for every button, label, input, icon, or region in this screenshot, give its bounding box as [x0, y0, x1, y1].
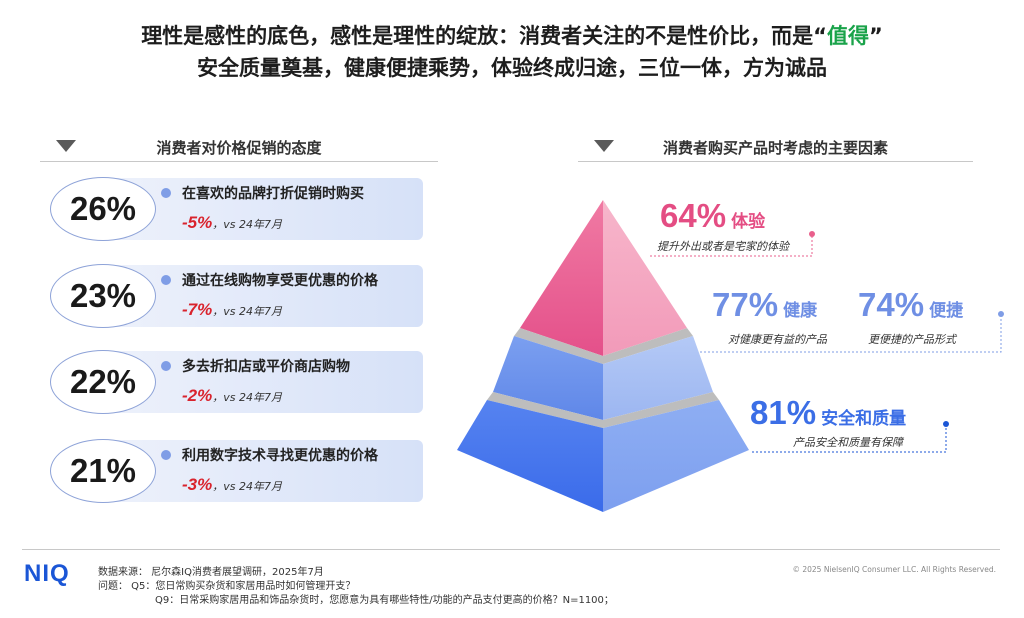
row-change: -3%，vs 24年7月: [182, 475, 282, 494]
list-item: 26% 在喜欢的品牌打折促销时购买 -5%，vs 24年7月: [50, 177, 423, 243]
row-label: 通过在线购物享受更优惠的价格: [182, 273, 378, 289]
list-item: 22% 多去折扣店或平价商店购物 -2%，vs 24年7月: [50, 350, 423, 416]
factor-label-experience: 64% 体验: [660, 197, 765, 235]
promo-attitude-title: 消费者对价格促销的态度: [156, 139, 322, 157]
triangle-down-icon: [56, 140, 76, 152]
pyramid-bottom-left-face: [457, 400, 603, 512]
row-change: -5%，vs 24年7月: [182, 213, 282, 232]
title-highlight: 值得: [827, 24, 869, 48]
niq-logo: NIQ: [24, 560, 70, 587]
percent-pill: 23%: [50, 264, 156, 328]
pyramid-top-left-face: [520, 200, 603, 356]
leader-dot-icon: [809, 231, 815, 237]
leader-line-experience: [650, 234, 813, 257]
percent-value: 21%: [69, 452, 137, 489]
bullet-dot-icon: [161, 361, 171, 371]
factor-desc-experience: 提升外出或者是宅家的体验: [657, 240, 789, 253]
factor-value: 77%: [712, 286, 779, 323]
factor-label-convenience: 74% 便捷: [858, 286, 963, 324]
bullet-dot-icon: [161, 275, 171, 285]
list-item: 23% 通过在线购物享受更优惠的价格 -7%，vs 24年7月: [50, 264, 423, 330]
purchase-factors-header: 消费者购买产品时考虑的主要因素: [578, 134, 973, 162]
change-value: -2%: [182, 386, 213, 405]
footer-question-q5: 问题： Q5：您日常购买杂货和家居用品时如何管理开支？: [98, 581, 356, 592]
footer-source: 数据来源： 尼尔森IQ消费者展望调研，2025年7月: [98, 567, 324, 578]
factor-name: 便捷: [929, 301, 964, 321]
factor-value: 74%: [858, 286, 925, 323]
percent-value: 22%: [69, 363, 137, 400]
percent-pill: 22%: [50, 350, 156, 414]
factor-name: 体验: [731, 212, 766, 232]
pyramid-gap-band: [514, 328, 693, 364]
change-value: -7%: [182, 300, 213, 319]
row-change: -2%，vs 24年7月: [182, 386, 282, 405]
factor-value: 64%: [660, 197, 727, 234]
comparison-label: vs 24年7月: [223, 305, 282, 318]
comparison-label: vs 24年7月: [223, 480, 282, 493]
purchase-factors-title: 消费者购买产品时考虑的主要因素: [662, 139, 888, 157]
pyramid-top-right-face: [603, 200, 687, 356]
title-line-1: 理性是感性的底色，感性是理性的绽放：消费者关注的不是性价比，而是“值得”: [141, 24, 883, 48]
footer-question-q9: Q9：日常采购家居用品和饰品杂货时，您愿意为具有哪些特性/功能的产品支付更高的价…: [155, 595, 614, 606]
percent-pill: 21%: [50, 439, 156, 503]
factor-name: 安全和质量: [821, 409, 907, 429]
comparison-label: vs 24年7月: [223, 391, 282, 404]
factor-value: 81%: [750, 394, 817, 431]
title-line-2: 安全质量奠基，健康便捷乘势，体验终成归途，三位一体，方为诚品: [197, 56, 827, 80]
pyramid-gap-band: [487, 392, 719, 428]
percent-pill: 26%: [50, 177, 156, 241]
leader-lines: [650, 234, 1002, 453]
promo-attitude-header: 消费者对价格促销的态度: [40, 134, 438, 162]
footer-copyright: © 2025 NielsenIQ Consumer LLC. All Right…: [792, 565, 996, 574]
list-item: 21% 利用数字技术寻找更优惠的价格 -3%，vs 24年7月: [50, 439, 423, 505]
row-label: 在喜欢的品牌打折促销时购买: [182, 186, 364, 202]
factor-label-safety: 81% 安全和质量: [750, 394, 906, 432]
change-value: -3%: [182, 475, 213, 494]
leader-dot-icon: [998, 311, 1004, 317]
factor-label-health: 77% 健康: [712, 286, 817, 324]
leader-dot-icon: [943, 421, 949, 427]
row-label: 多去折扣店或平价商店购物: [182, 359, 350, 375]
row-label: 利用数字技术寻找更优惠的价格: [182, 448, 378, 464]
change-value: -5%: [182, 213, 213, 232]
row-change: -7%，vs 24年7月: [182, 300, 282, 319]
page-title: 理性是感性的底色，感性是理性的绽放：消费者关注的不是性价比，而是“值得” 安全质…: [0, 20, 1024, 84]
percent-value: 23%: [69, 277, 137, 314]
factor-desc-health: 对健康更有益的产品: [728, 333, 827, 346]
bullet-dot-icon: [161, 188, 171, 198]
percent-value: 26%: [69, 190, 137, 227]
factor-name: 健康: [783, 301, 818, 321]
comparison-label: vs 24年7月: [223, 218, 282, 231]
factor-desc-safety: 产品安全和质量有保障: [793, 436, 903, 449]
leader-line-health-convenience: [700, 314, 1002, 353]
leader-line-safety: [752, 424, 947, 453]
pyramid-bottom-right-face: [603, 400, 749, 512]
factor-desc-convenience: 更便捷的产品形式: [868, 333, 956, 346]
bullet-dot-icon: [161, 450, 171, 460]
triangle-down-icon: [594, 140, 614, 152]
footer-divider: [22, 549, 1000, 550]
